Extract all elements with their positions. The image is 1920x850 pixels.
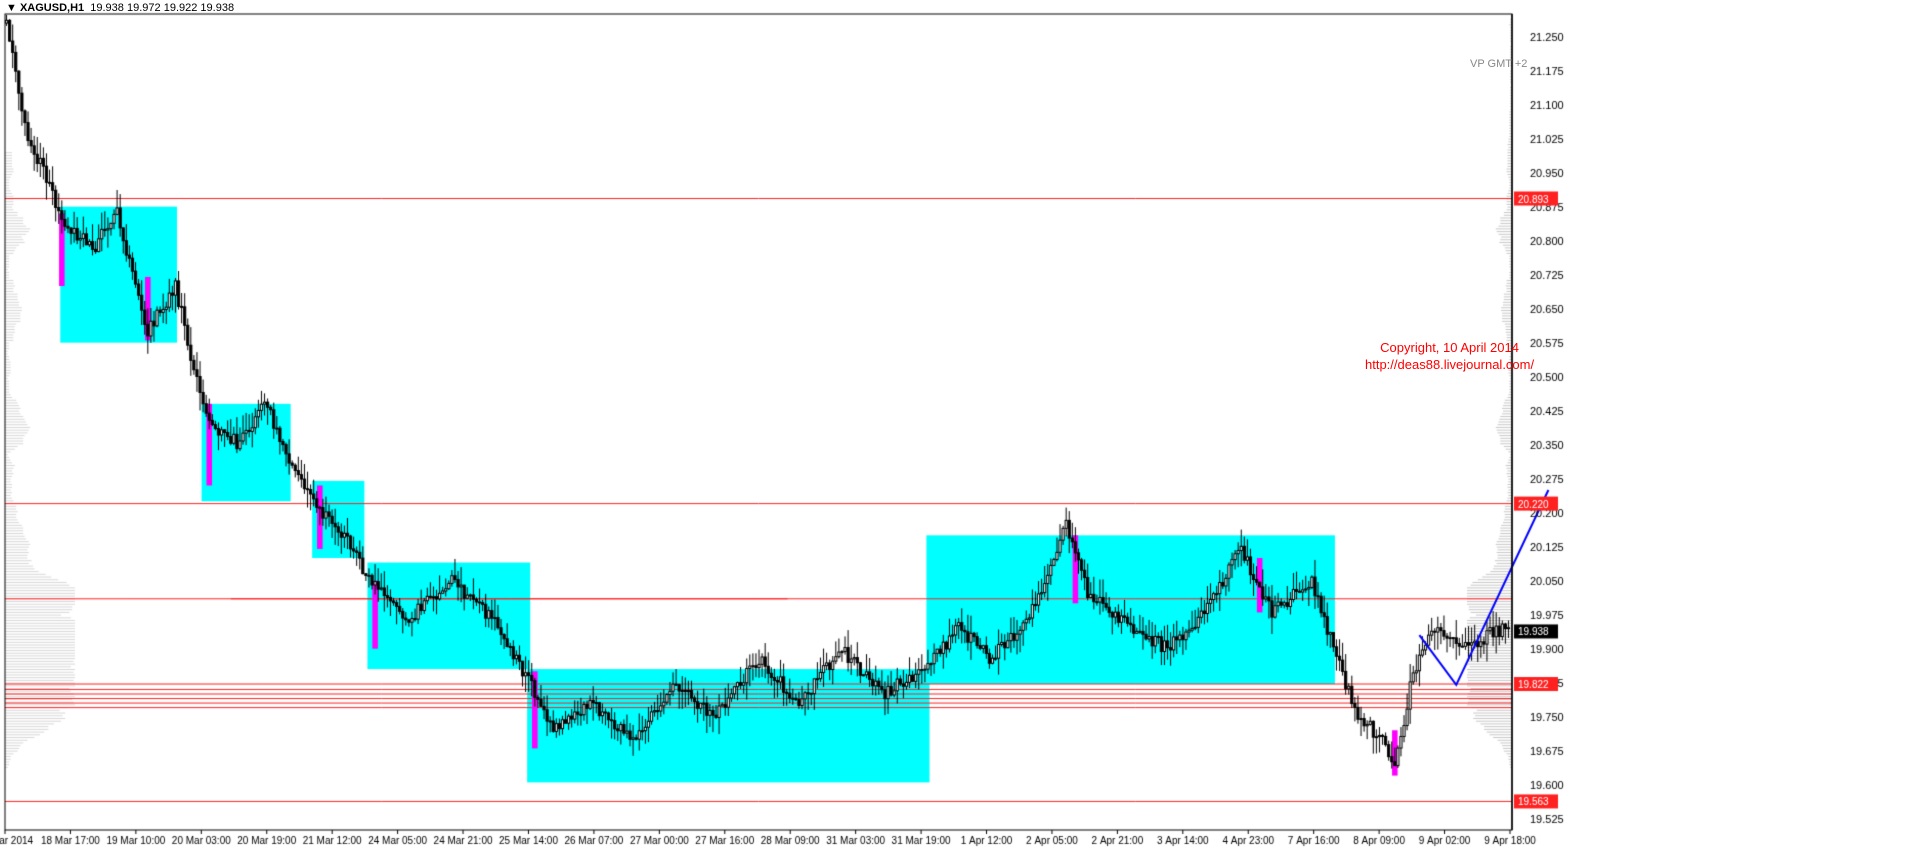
price-chart-canvas[interactable] (0, 0, 1920, 850)
vp-label: VP GMT +2 (1470, 58, 1527, 70)
ohlc-c: 19.938 (200, 2, 234, 14)
ohlc-h: 19.972 (127, 2, 161, 14)
ohlc-o: 19.938 (90, 2, 124, 14)
chart-container[interactable]: ▼ XAGUSD,H1 19.938 19.972 19.922 19.938 … (0, 0, 1920, 850)
chart-header: ▼ XAGUSD,H1 19.938 19.972 19.922 19.938 (6, 2, 234, 14)
copyright-annotation: Copyright, 10 April 2014http://deas88.li… (1365, 340, 1534, 374)
ohlc-l: 19.922 (164, 2, 198, 14)
symbol-label: XAGUSD,H1 (20, 2, 84, 14)
dropdown-icon: ▼ (6, 2, 17, 14)
